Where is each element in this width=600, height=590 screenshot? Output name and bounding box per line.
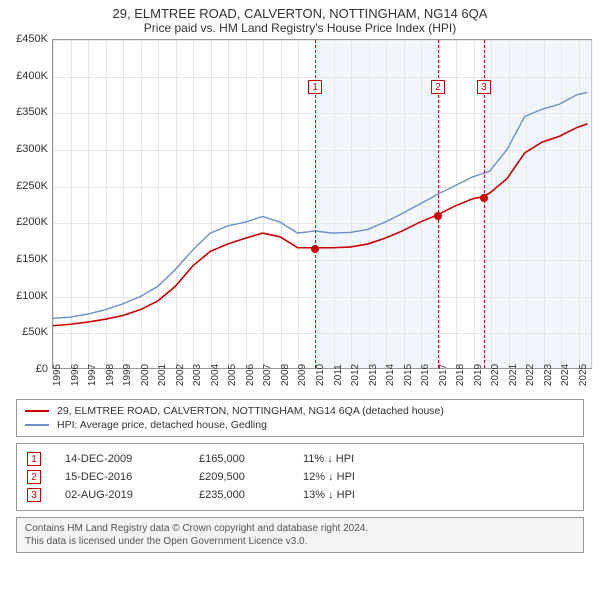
- x-tick-label: 2007: [262, 364, 273, 386]
- event-delta: 13% ↓ HPI: [303, 489, 393, 501]
- legend-box: 29, ELMTREE ROAD, CALVERTON, NOTTINGHAM,…: [16, 399, 584, 437]
- legend-item: 29, ELMTREE ROAD, CALVERTON, NOTTINGHAM,…: [25, 404, 575, 418]
- x-tick-label: 2005: [227, 364, 238, 386]
- event-row: 2 15-DEC-2016 £209,500 12% ↓ HPI: [27, 468, 573, 486]
- legend-swatch: [25, 410, 49, 412]
- x-tick-label: 2008: [280, 364, 291, 386]
- x-tick-label: 1999: [122, 364, 133, 386]
- marker-number-box: 3: [477, 80, 491, 94]
- x-tick-label: 2013: [368, 364, 379, 386]
- plot-area: 1 2 3: [52, 39, 592, 369]
- event-number: 3: [27, 488, 41, 502]
- legend-label: 29, ELMTREE ROAD, CALVERTON, NOTTINGHAM,…: [57, 405, 444, 417]
- y-tick-label: £50K: [22, 326, 48, 338]
- x-tick-label: 2021: [508, 364, 519, 386]
- x-tick-label: 2009: [297, 364, 308, 386]
- legend-item: HPI: Average price, detached house, Gedl…: [25, 418, 575, 432]
- event-number: 2: [27, 470, 41, 484]
- x-tick-label: 2019: [473, 364, 484, 386]
- event-row: 3 02-AUG-2019 £235,000 13% ↓ HPI: [27, 486, 573, 504]
- x-tick-label: 2016: [420, 364, 431, 386]
- x-tick-label: 1995: [52, 364, 63, 386]
- legend-swatch: [25, 424, 49, 426]
- y-tick-label: £100K: [16, 290, 48, 302]
- plot-wrapper: £0 £50K £100K £150K £200K £250K £300K £350K £400…: [0, 39, 600, 399]
- x-tick-label: 2010: [315, 364, 326, 386]
- y-tick-label: £450K: [16, 33, 48, 45]
- marker-number-box: 1: [308, 80, 322, 94]
- legend-label: HPI: Average price, detached house, Gedl…: [57, 419, 267, 431]
- x-tick-label: 2014: [385, 364, 396, 386]
- y-tick-label: £250K: [16, 180, 48, 192]
- y-tick-label: £400K: [16, 70, 48, 82]
- event-date: 14-DEC-2009: [65, 453, 175, 465]
- x-tick-label: 1997: [87, 364, 98, 386]
- chart-subtitle: Price paid vs. HM Land Registry's House …: [0, 21, 600, 39]
- x-tick-label: 2012: [350, 364, 361, 386]
- x-tick-label: 2006: [245, 364, 256, 386]
- event-price: £209,500: [199, 471, 279, 483]
- series-hpi: [53, 92, 588, 318]
- x-tick-label: 2002: [175, 364, 186, 386]
- marker-dot: [434, 212, 442, 220]
- x-tick-label: 1998: [105, 364, 116, 386]
- footer-box: Contains HM Land Registry data © Crown c…: [16, 517, 584, 553]
- y-tick-label: £0: [36, 363, 48, 375]
- x-tick-label: 2018: [455, 364, 466, 386]
- y-tick-label: £150K: [16, 253, 48, 265]
- y-tick-label: £300K: [16, 143, 48, 155]
- event-price: £235,000: [199, 489, 279, 501]
- x-tick-label: 2022: [525, 364, 536, 386]
- event-number: 1: [27, 452, 41, 466]
- chart-title: 29, ELMTREE ROAD, CALVERTON, NOTTINGHAM,…: [0, 0, 600, 21]
- event-date: 02-AUG-2019: [65, 489, 175, 501]
- x-tick-label: 2004: [210, 364, 221, 386]
- footer-line2: This data is licensed under the Open Gov…: [25, 535, 575, 548]
- x-axis: 1995199619971998199920002001200220032004…: [52, 369, 592, 399]
- x-tick-label: 2015: [403, 364, 414, 386]
- y-axis: £0£50K£100K£150K£200K£250K£300K£350K£400…: [0, 39, 52, 369]
- x-tick-label: 2011: [333, 364, 344, 386]
- events-box: 1 14-DEC-2009 £165,000 11% ↓ HPI 2 15-DEC-201…: [16, 443, 584, 511]
- event-row: 1 14-DEC-2009 £165,000 11% ↓ HPI: [27, 450, 573, 468]
- x-tick-label: 2023: [543, 364, 554, 386]
- x-tick-label: 2000: [140, 364, 151, 386]
- x-tick-label: 2003: [192, 364, 203, 386]
- y-tick-label: £200K: [16, 216, 48, 228]
- footer-line1: Contains HM Land Registry data © Crown c…: [25, 522, 575, 535]
- x-tick-label: 2020: [490, 364, 501, 386]
- marker-dot: [311, 245, 319, 253]
- x-tick-label: 2001: [157, 364, 168, 386]
- event-delta: 12% ↓ HPI: [303, 471, 393, 483]
- event-date: 15-DEC-2016: [65, 471, 175, 483]
- x-tick-label: 2024: [560, 364, 571, 386]
- marker-dot: [480, 194, 488, 202]
- x-tick-label: 2025: [578, 364, 589, 386]
- y-tick-label: £350K: [16, 106, 48, 118]
- event-price: £165,000: [199, 453, 279, 465]
- event-delta: 11% ↓ HPI: [303, 453, 393, 465]
- x-tick-label: 2017: [438, 364, 449, 386]
- series-price_paid: [53, 124, 588, 326]
- marker-number-box: 2: [431, 80, 445, 94]
- x-tick-label: 1996: [70, 364, 81, 386]
